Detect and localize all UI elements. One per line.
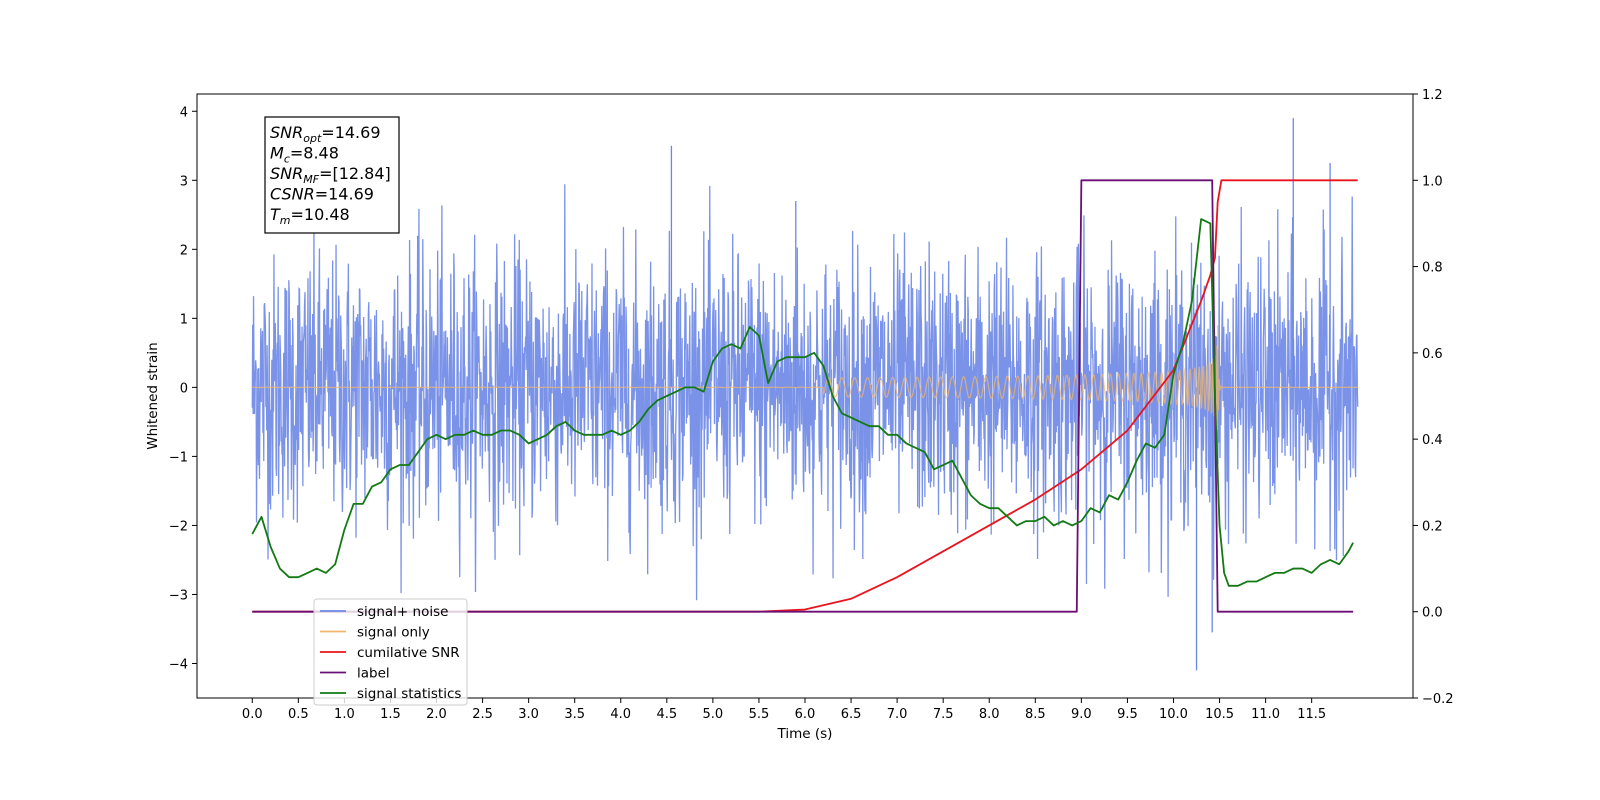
y-left-tick-label: 4 [180, 105, 188, 120]
x-tick-label: 6.0 [795, 707, 816, 722]
annotation-line: SNRMF=[12.84] [270, 164, 391, 186]
x-tick-label: 2.5 [472, 707, 493, 722]
legend: signal+ noise signal only cumilative SNR la… [313, 598, 468, 706]
y-axis-left: −4 −3 −2 −1 0 1 2 3 4 [169, 105, 197, 672]
x-tick-label: 3.5 [564, 707, 585, 722]
legend-entry: label [357, 666, 390, 682]
x-tick-label: 5.0 [703, 707, 724, 722]
series-layer [251, 118, 1359, 671]
x-tick-label: 0.0 [242, 707, 263, 722]
x-tick-label: 8.0 [979, 707, 1000, 722]
y-right-tick-label: 1.0 [1422, 174, 1443, 189]
x-tick-label: 6.5 [841, 707, 862, 722]
legend-entry: signal statistics [357, 686, 461, 702]
x-tick-label: 2.0 [426, 707, 447, 722]
x-tick-label: 5.5 [749, 707, 770, 722]
series-signal-noise [251, 184, 1359, 601]
y-left-tick-label: −2 [169, 519, 188, 534]
y-right-tick-label: 0.6 [1422, 347, 1443, 362]
x-tick-label: 11.5 [1297, 707, 1326, 722]
x-tick-label: 4.5 [656, 707, 677, 722]
x-tick-label: 3.0 [518, 707, 539, 722]
y-right-tick-label: 1.2 [1422, 88, 1443, 103]
y-axis-label-left: Whitened strain [145, 342, 161, 449]
y-right-tick-label: 0.2 [1422, 519, 1443, 534]
y-right-tick-label: 0.8 [1422, 261, 1443, 276]
legend-entry: signal+ noise [357, 604, 448, 620]
x-tick-label: 7.0 [887, 707, 908, 722]
legend-frame [313, 598, 468, 706]
y-left-tick-label: 2 [180, 243, 188, 258]
x-tick-label: 8.5 [1025, 707, 1046, 722]
y-right-tick-label: 0.4 [1422, 433, 1443, 448]
legend-entry: cumilative SNR [357, 645, 460, 661]
y-left-tick-label: −1 [169, 450, 188, 465]
y-left-tick-label: 3 [180, 174, 188, 189]
series-signal-statistics [251, 218, 1354, 587]
y-left-tick-label: −3 [169, 588, 188, 603]
x-tick-label: 0.5 [288, 707, 309, 722]
annotation-box: SNRopt=14.69Mc=8.48SNRMF=[12.84]CSNR=14.… [264, 116, 400, 234]
x-tick-label: 4.0 [610, 707, 631, 722]
x-axis: 0.0 0.5 1.0 1.5 2.0 2.5 3.0 3.5 4.0 4.5 5.0 5.5 6.0 6… [242, 698, 1326, 722]
x-axis-label: Time (s) [777, 726, 833, 742]
annotation-line: SNRopt=14.69 [270, 123, 381, 145]
x-tick-label: 9.0 [1071, 707, 1092, 722]
x-tick-label: 9.5 [1117, 707, 1138, 722]
annotation-line: Tm=10.48 [270, 205, 350, 227]
series-cumulative-snr [252, 179, 1358, 613]
y-left-tick-label: 1 [180, 312, 188, 327]
x-tick-label: 7.5 [933, 707, 954, 722]
x-tick-label: 10.5 [1205, 707, 1234, 722]
annotation-line: Mc=8.48 [270, 144, 339, 166]
y-left-tick-label: 0 [180, 381, 188, 396]
legend-entry: signal only [357, 625, 430, 641]
x-tick-label: 11.0 [1251, 707, 1280, 722]
y-right-tick-label: −0.2 [1422, 692, 1454, 707]
x-tick-label: 1.0 [334, 707, 355, 722]
y-axis-right: −0.2 0.0 0.2 0.4 0.6 0.8 1.0 1.2 [1413, 88, 1454, 707]
annotation-line: CSNR=14.69 [270, 185, 374, 204]
series-label [252, 179, 1354, 613]
x-tick-label: 10.0 [1159, 707, 1188, 722]
annotation-frame [264, 116, 400, 234]
y-left-tick-label: −4 [169, 657, 188, 672]
x-tick-label: 1.5 [380, 707, 401, 722]
y-right-tick-label: 0.0 [1422, 606, 1443, 621]
